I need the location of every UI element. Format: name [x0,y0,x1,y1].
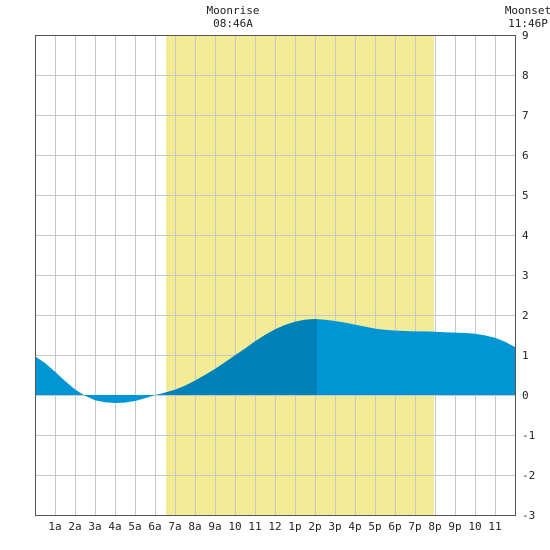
y-tick-label: 0 [522,389,529,402]
y-tick-label: 6 [522,149,529,162]
x-axis-tick-labels: 1a 2a 3a 4a 5a 6a 7a 8a 9a 10 11 12 1p 2p 3p 4p 5p 6p 7p 8p… [48,520,501,533]
x-tick-label: 5p [368,520,381,533]
x-tick-label: 2a [68,520,81,533]
x-tick-label: 9a [208,520,221,533]
x-tick-label: 7p [408,520,421,533]
moonset-time: 11:46P [508,17,548,30]
y-tick-label: 3 [522,269,529,282]
x-tick-label: 12 [268,520,281,533]
x-tick-label: 3p [328,520,341,533]
x-tick-label: 11 [248,520,261,533]
x-tick-label: 7a [168,520,181,533]
y-tick-label: 1 [522,349,529,362]
x-tick-label: 8a [188,520,201,533]
x-tick-label: 1p [288,520,301,533]
plot-frame [35,35,516,516]
y-tick-label: 5 [522,189,529,202]
x-tick-label: 4p [348,520,361,533]
moonrise-time: 08:46A [213,17,253,30]
x-tick-label: 2p [308,520,321,533]
x-tick-label: 8p [428,520,441,533]
y-tick-label: 9 [522,29,529,42]
y-tick-label: 4 [522,229,529,242]
x-tick-label: 9p [448,520,461,533]
x-tick-label: 10 [468,520,481,533]
y-tick-label: -2 [522,469,535,482]
y-tick-label: 2 [522,309,529,322]
y-tick-label: -3 [522,509,535,522]
grid-lines [35,35,515,515]
x-tick-label: 4a [108,520,121,533]
y-tick-label: 8 [522,69,529,82]
x-tick-label: 1a [48,520,61,533]
y-tick-label: -1 [522,429,535,442]
y-axis-tick-labels: 9 8 7 6 5 4 3 2 1 0 -1 -2 -3 [522,29,535,522]
x-tick-label: 6p [388,520,401,533]
tide-highlight-path [165,319,317,395]
x-tick-label: 5a [128,520,141,533]
y-tick-label: 7 [522,109,529,122]
tide-area [35,319,515,403]
moonset-title: Moonset [505,4,550,17]
x-tick-label: 10 [228,520,241,533]
x-tick-label: 3a [88,520,101,533]
x-tick-label: 6a [148,520,161,533]
moonrise-title: Moonrise [207,4,260,17]
x-tick-label: 11 [488,520,501,533]
